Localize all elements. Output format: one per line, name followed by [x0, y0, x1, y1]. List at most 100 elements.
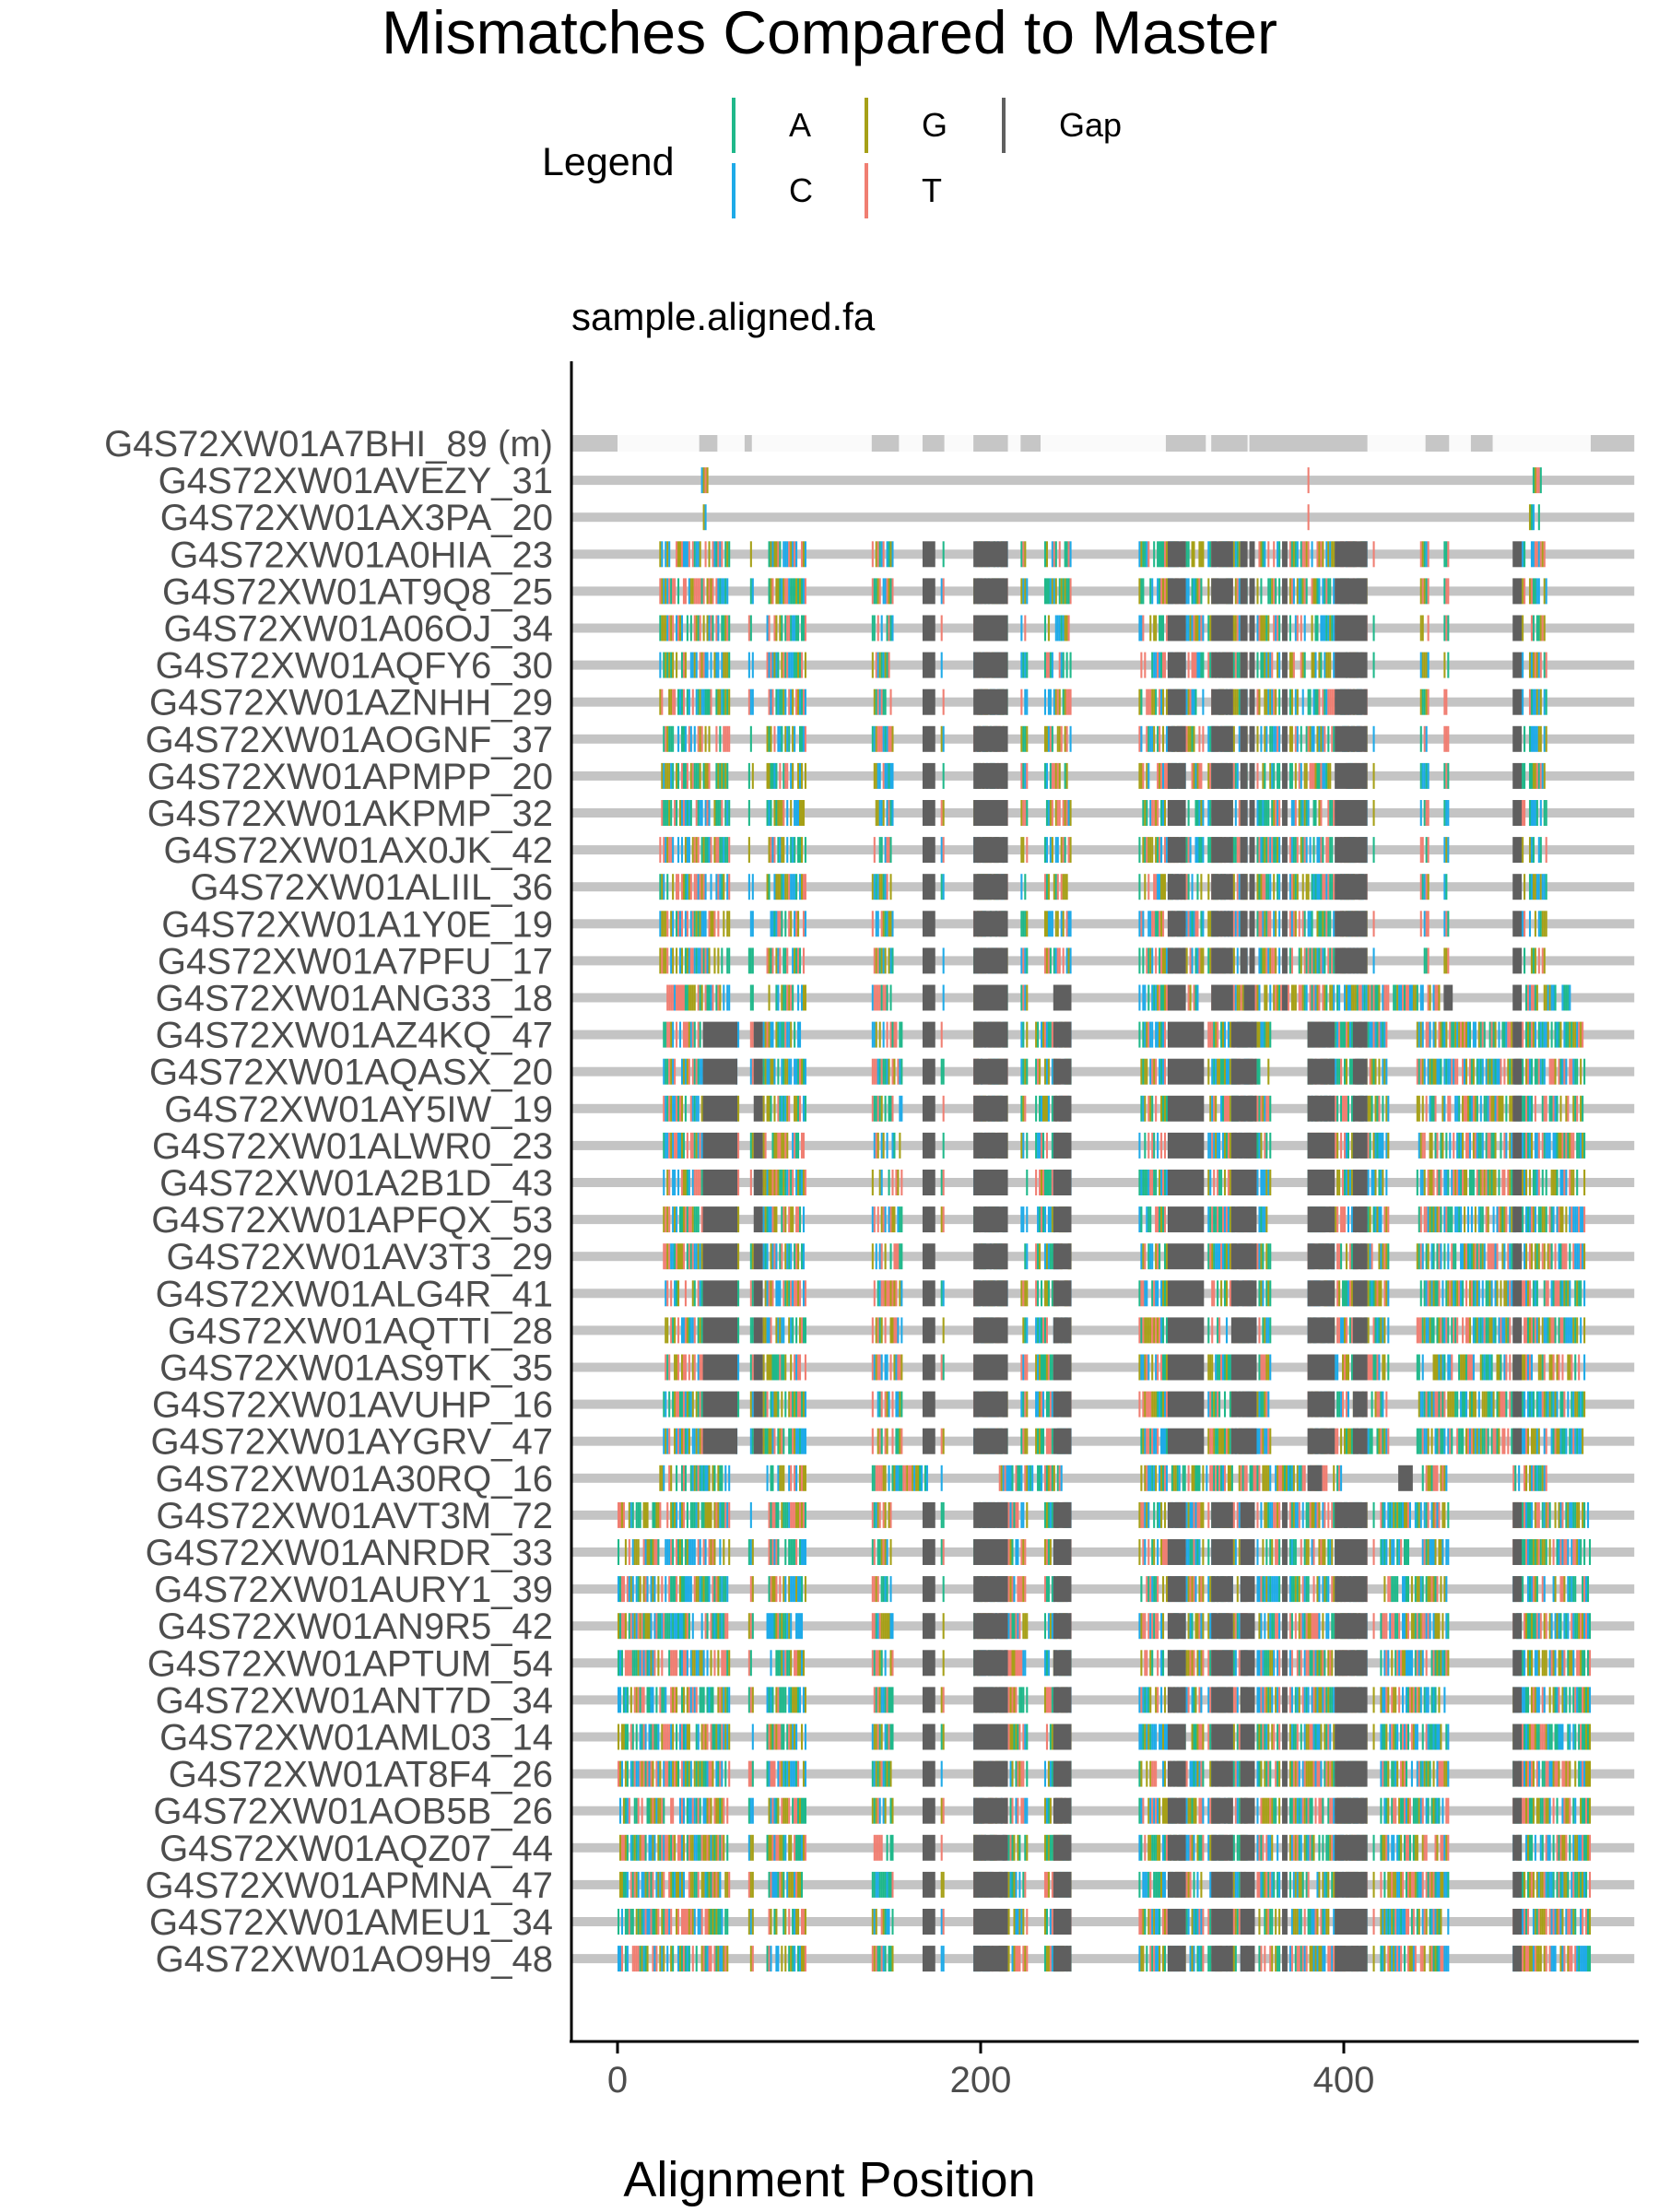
mismatch-mark	[1256, 615, 1259, 641]
mismatch-mark	[676, 615, 678, 641]
mismatch-mark	[1532, 1021, 1535, 1048]
mismatch-mark	[1157, 911, 1159, 937]
mismatch-mark	[1378, 1170, 1381, 1195]
mismatch-mark	[1372, 725, 1375, 752]
mismatch-mark	[781, 725, 783, 752]
gap-mark	[1211, 984, 1233, 1011]
mismatch-mark	[884, 725, 887, 752]
mismatch-mark	[871, 652, 874, 678]
mismatch-mark	[880, 1317, 883, 1344]
mismatch-mark	[1522, 911, 1524, 937]
mismatch-mark	[1163, 984, 1167, 1011]
mismatch-mark	[1481, 1170, 1484, 1195]
mismatch-mark	[1165, 947, 1169, 974]
mismatch-mark	[1064, 725, 1066, 752]
mismatch-mark	[1500, 1317, 1502, 1344]
mismatch-mark	[1443, 1170, 1446, 1195]
mismatch-mark	[1264, 947, 1266, 974]
mismatch-mark	[1067, 800, 1070, 826]
mismatch-mark	[1256, 1170, 1259, 1195]
gap-mark	[922, 1206, 935, 1233]
gap-mark	[702, 1021, 738, 1048]
mismatch-mark	[1383, 1243, 1386, 1270]
mismatch-mark	[799, 652, 802, 678]
mismatch-mark	[880, 1132, 883, 1159]
mismatch-mark	[1537, 504, 1540, 531]
mismatch-mark	[1534, 1095, 1536, 1122]
mismatch-mark	[1026, 837, 1029, 864]
mismatch-mark	[782, 1021, 785, 1048]
mismatch-mark	[1290, 800, 1293, 826]
sequence-row-background	[571, 845, 1635, 855]
mismatch-mark	[1554, 984, 1557, 1011]
mismatch-mark	[1051, 1206, 1053, 1233]
mismatch-mark	[1548, 1317, 1551, 1344]
mismatch-mark	[1238, 615, 1241, 641]
mismatch-mark	[942, 725, 945, 752]
mismatch-mark	[717, 911, 720, 937]
mismatch-mark	[773, 837, 776, 864]
mismatch-mark	[719, 688, 722, 715]
mismatch-mark	[1041, 1317, 1045, 1344]
mismatch-mark	[875, 947, 877, 974]
mismatch-mark	[1445, 578, 1448, 605]
mismatch-mark	[1232, 688, 1235, 715]
mismatch-mark	[1051, 1132, 1053, 1159]
mismatch-mark	[691, 1243, 694, 1270]
mismatch-mark	[1264, 1170, 1266, 1195]
mismatch-mark	[1468, 1132, 1471, 1159]
mismatch-mark	[1333, 652, 1335, 678]
mismatch-mark	[1490, 1058, 1493, 1085]
mismatch-mark	[1047, 1280, 1050, 1307]
mismatch-mark	[1327, 800, 1330, 826]
mismatch-mark	[1534, 578, 1536, 605]
mismatch-mark	[1347, 1206, 1350, 1233]
mismatch-mark	[672, 984, 675, 1011]
mismatch-mark	[1528, 688, 1532, 715]
mismatch-mark	[1427, 1058, 1430, 1085]
mismatch-mark	[1151, 652, 1154, 678]
mismatch-mark	[1532, 578, 1535, 605]
mismatch-mark	[678, 688, 682, 715]
mismatch-mark	[1163, 1132, 1167, 1159]
mismatch-mark	[777, 1280, 780, 1307]
mismatch-mark	[1372, 762, 1375, 789]
mismatch-mark	[1347, 1170, 1350, 1195]
mismatch-mark	[1530, 947, 1533, 974]
mismatch-mark	[889, 615, 892, 641]
mismatch-mark	[688, 1021, 690, 1048]
mismatch-mark	[770, 762, 772, 789]
mismatch-mark	[697, 1243, 700, 1270]
mismatch-mark	[1541, 1170, 1544, 1195]
mismatch-mark	[1369, 1132, 1371, 1159]
mismatch-mark	[1324, 578, 1326, 605]
gap-mark	[1335, 874, 1368, 900]
mismatch-mark	[747, 874, 750, 900]
mismatch-mark	[693, 652, 696, 678]
mismatch-mark	[1196, 911, 1199, 937]
mismatch-mark	[804, 874, 806, 900]
mismatch-mark	[1198, 652, 1201, 678]
mismatch-mark	[751, 1317, 754, 1344]
mismatch-mark	[884, 1243, 887, 1270]
mismatch-mark	[1163, 762, 1167, 789]
mismatch-mark	[1511, 1021, 1513, 1048]
mismatch-mark	[1024, 1317, 1027, 1344]
mismatch-mark	[1347, 1021, 1350, 1048]
mismatch-mark	[737, 1170, 740, 1195]
mismatch-mark	[676, 541, 678, 568]
mismatch-mark	[1209, 837, 1212, 864]
mismatch-mark	[942, 688, 945, 715]
mismatch-mark	[1194, 800, 1197, 826]
mismatch-mark	[1144, 1095, 1147, 1122]
mismatch-mark	[804, 652, 806, 678]
mismatch-mark	[1236, 578, 1239, 605]
mismatch-mark	[1325, 984, 1328, 1011]
mismatch-mark	[670, 1243, 673, 1270]
mismatch-mark	[790, 688, 793, 715]
mismatch-mark	[1329, 688, 1332, 715]
mismatch-mark	[1567, 1021, 1570, 1048]
mismatch-mark	[884, 1354, 887, 1381]
mismatch-mark	[804, 762, 806, 789]
mismatch-mark	[800, 874, 804, 900]
